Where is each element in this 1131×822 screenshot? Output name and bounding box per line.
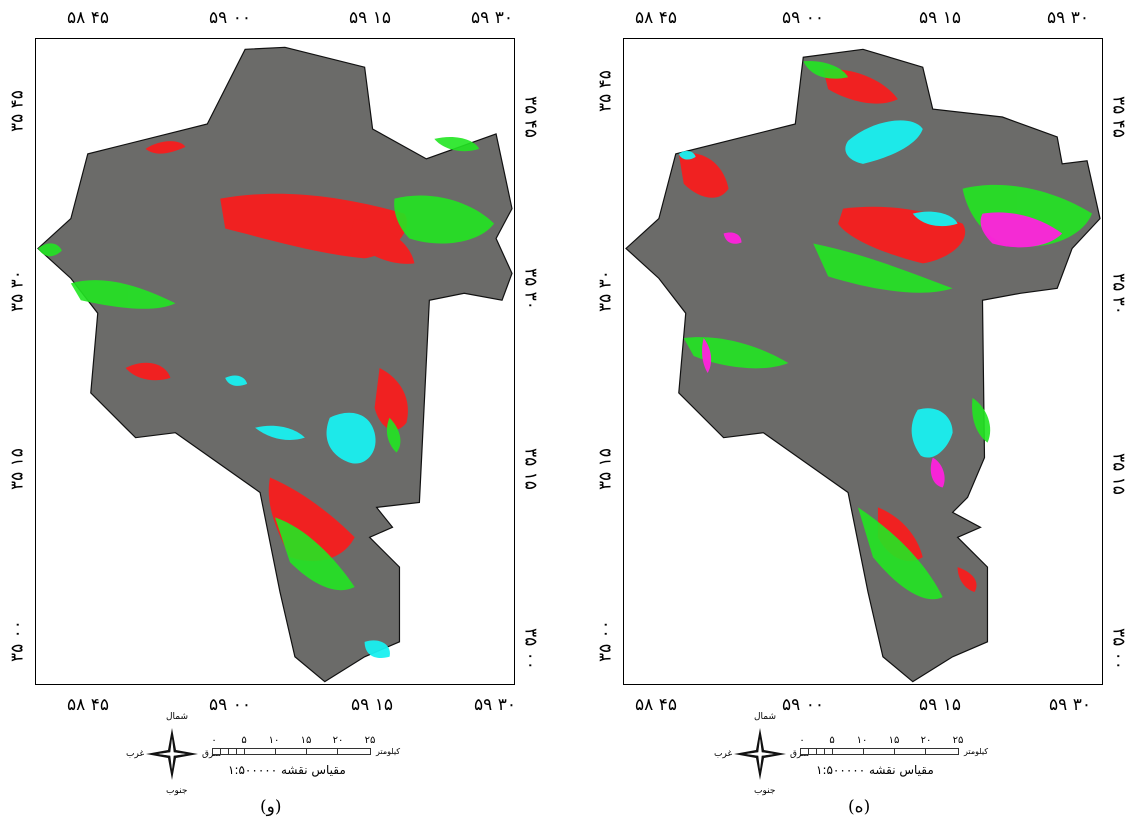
scale-segments bbox=[800, 748, 960, 755]
map-scale-ratio: مقیاس نقشه ۱:۵۰۰۰۰۰ bbox=[816, 763, 934, 777]
classified-map-right bbox=[625, 48, 1101, 683]
compass-north-label: شمال bbox=[166, 712, 189, 722]
scale-unit: کیلومتر bbox=[376, 747, 401, 756]
map-scale-ratio: مقیاس نقشه ۱:۵۰۰۰۰۰ bbox=[228, 763, 346, 777]
lon-tick-bottom: ۵۹ ۱۵ bbox=[919, 695, 961, 715]
compass-north-label: شمال bbox=[754, 712, 777, 722]
compass-west-label: غرب bbox=[126, 749, 145, 759]
lat-tick-left: ۳۵ ۳۰ bbox=[7, 270, 28, 312]
lat-tick-right: ۳۵ ۰۰ bbox=[1108, 628, 1129, 670]
lat-tick-left: ۳۵ ۴۵ bbox=[7, 90, 28, 132]
lon-tick-top: ۵۹ ۱۵ bbox=[349, 8, 391, 28]
class-green-patches bbox=[37, 136, 495, 591]
lat-tick-left: ۳۵ ۰۰ bbox=[7, 620, 28, 662]
lon-tick-top: ۵۹ ۰۰ bbox=[209, 8, 251, 28]
scale-unit: کیلومتر bbox=[964, 747, 989, 756]
scale-numbers: ۰ ۵ ۱۰ ۱۵ ۲۰ ۲۵ bbox=[799, 735, 1010, 747]
lon-tick-top: ۵۹ ۳۰ bbox=[471, 8, 513, 28]
scale-number: ۲۵ bbox=[364, 735, 376, 746]
map-frame bbox=[623, 38, 1103, 685]
north-arrow: شمال جنوب شرق غرب bbox=[714, 712, 810, 796]
lat-tick-left: ۳۵ ۱۵ bbox=[7, 448, 28, 490]
panel-caption: (ه) bbox=[848, 797, 871, 817]
compass-rose-icon bbox=[734, 728, 786, 780]
scale-segments bbox=[212, 748, 372, 755]
map-panel-right: ۵۸ ۴۵ ۵۹ ۰۰ ۵۹ ۱۵ ۵۹ ۳۰ ۳۵ ۴۵ ۳۵ ۳۰ ۳۵ ۱… bbox=[588, 0, 1131, 822]
north-arrow: شمال جنوب شرق غرب bbox=[126, 712, 222, 796]
lat-tick-left: ۳۵ ۴۵ bbox=[595, 70, 616, 112]
lat-tick-left: ۳۵ ۳۰ bbox=[595, 270, 616, 312]
compass-south-label: جنوب bbox=[754, 786, 776, 796]
scale-number: ۵ bbox=[829, 735, 835, 746]
compass-south-label: جنوب bbox=[166, 786, 188, 796]
lat-tick-right: ۳۵ ۳۰ bbox=[520, 268, 541, 310]
scale-number: ۱۵ bbox=[888, 735, 900, 746]
lat-tick-left: ۳۵ ۰۰ bbox=[595, 620, 616, 662]
lon-tick-bottom: ۵۹ ۱۵ bbox=[351, 695, 393, 715]
compass-west-label: غرب bbox=[714, 749, 733, 759]
class-magenta-patches bbox=[702, 212, 1063, 488]
scale-number: ۱۵ bbox=[300, 735, 312, 746]
classified-map-left bbox=[37, 46, 513, 683]
scale-number: ۱۰ bbox=[268, 735, 280, 746]
map-frame bbox=[35, 38, 515, 685]
scale-number: ۲۵ bbox=[952, 735, 964, 746]
lon-tick-bottom: ۵۹ ۳۰ bbox=[474, 695, 516, 715]
class-cyan-patches bbox=[225, 375, 390, 658]
compass-east-label: شرق bbox=[202, 749, 222, 759]
lon-tick-top: ۵۸ ۴۵ bbox=[635, 8, 677, 28]
lon-tick-bottom: ۵۸ ۴۵ bbox=[635, 695, 677, 715]
scale-number: ۱۰ bbox=[856, 735, 868, 746]
lat-tick-left: ۳۵ ۱۵ bbox=[595, 448, 616, 490]
lat-tick-right: ۳۵ ۴۵ bbox=[1108, 96, 1129, 138]
lon-tick-bottom: ۵۹ ۰۰ bbox=[209, 695, 251, 715]
map-panel-left: ۵۸ ۴۵ ۵۹ ۰۰ ۵۹ ۱۵ ۵۹ ۳۰ ۳۵ ۴۵ ۳۵ ۳۰ ۳۵ ۱… bbox=[0, 0, 560, 822]
scale-number: ۰ bbox=[799, 735, 805, 746]
panel-caption: (و) bbox=[260, 797, 282, 817]
compass-rose-icon bbox=[146, 728, 198, 780]
scale-number: ۵ bbox=[241, 735, 247, 746]
scale-number: ۰ bbox=[211, 735, 217, 746]
scale-number: ۲۰ bbox=[332, 735, 344, 746]
lon-tick-top: ۵۸ ۴۵ bbox=[67, 8, 109, 28]
lon-tick-bottom: ۵۹ ۳۰ bbox=[1049, 695, 1091, 715]
lat-tick-right: ۳۵ ۳۰ bbox=[1108, 273, 1129, 315]
compass-east-label: شرق bbox=[790, 749, 810, 759]
scale-number: ۲۰ bbox=[920, 735, 932, 746]
class-cyan-patches bbox=[678, 120, 958, 458]
lat-tick-right: ۳۵ ۱۵ bbox=[1108, 453, 1129, 495]
lat-tick-right: ۳۵ ۰۰ bbox=[520, 628, 541, 670]
lon-tick-bottom: ۵۹ ۰۰ bbox=[782, 695, 824, 715]
lat-tick-right: ۳۵ ۴۵ bbox=[520, 96, 541, 138]
lon-tick-bottom: ۵۸ ۴۵ bbox=[67, 695, 109, 715]
scale-numbers: ۰ ۵ ۱۰ ۱۵ ۲۰ ۲۵ bbox=[211, 735, 422, 747]
lat-tick-right: ۳۵ ۱۵ bbox=[520, 448, 541, 490]
lon-tick-top: ۵۹ ۳۰ bbox=[1047, 8, 1089, 28]
lon-tick-top: ۵۹ ۱۵ bbox=[919, 8, 961, 28]
lon-tick-top: ۵۹ ۰۰ bbox=[782, 8, 824, 28]
